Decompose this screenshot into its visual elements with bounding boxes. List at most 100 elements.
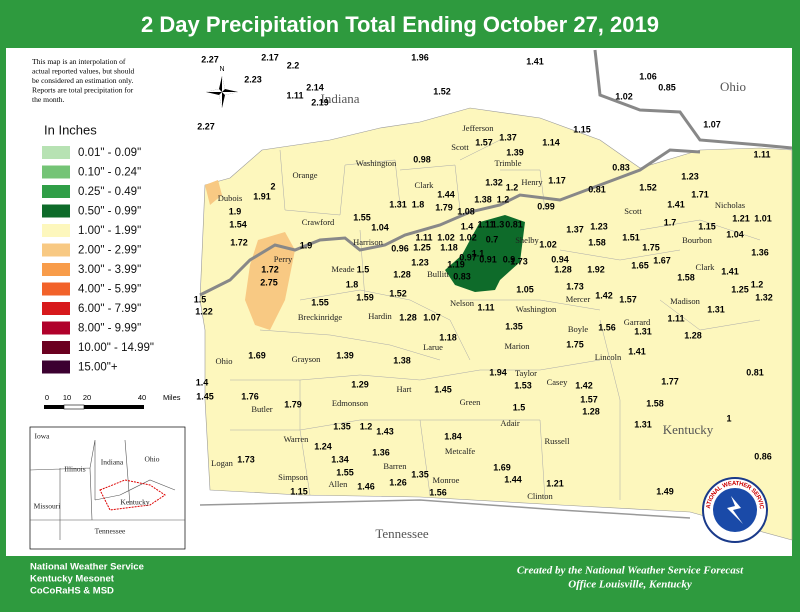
- reading-label: 1.07: [423, 312, 441, 322]
- county-label: Ohio: [216, 356, 233, 366]
- reading-label: 1.29: [351, 379, 369, 389]
- reading-label: 1.57: [619, 294, 637, 304]
- legend-swatch: [42, 282, 70, 296]
- reading-label: 1.8: [412, 199, 425, 209]
- reading-label: 1.84: [444, 431, 462, 441]
- legend-swatch: [42, 204, 70, 218]
- reading-label: 1.02: [437, 232, 455, 242]
- county-label: Trimble: [494, 158, 521, 168]
- reading-label: 1.28: [582, 406, 600, 416]
- county-label: Breckinridge: [298, 312, 343, 322]
- county-label: Boyle: [568, 324, 589, 334]
- county-label: Nelson: [450, 298, 475, 308]
- reading-label: 1.31: [634, 419, 652, 429]
- reading-label: 2.2: [287, 60, 300, 70]
- reading-label: 1.02: [615, 91, 633, 101]
- legend-label: 0.50" - 0.99": [78, 206, 141, 218]
- reading-label: 1.39: [506, 147, 524, 157]
- reading-label: 1.92: [587, 264, 605, 274]
- reading-label: 1.11: [286, 90, 303, 100]
- reading-label: 1.4: [196, 377, 209, 387]
- legend-label: 1.00" - 1.99": [78, 225, 141, 237]
- county-label: Casey: [547, 377, 569, 387]
- reading-label: 0.81: [505, 219, 523, 229]
- reading-label: 1.56: [429, 487, 447, 497]
- reading-label: 1.15: [698, 221, 716, 231]
- reading-label: 0.97: [459, 252, 477, 262]
- county-label: Russell: [544, 436, 570, 446]
- legend-swatch: [42, 185, 70, 198]
- county-label: Warren: [284, 434, 310, 444]
- inset-label: Missouri: [34, 502, 61, 511]
- legend-label: 15.00"+: [78, 362, 118, 374]
- reading-label: 1.32: [485, 177, 503, 187]
- reading-label: 1.01: [754, 213, 772, 223]
- county-label: Grayson: [292, 354, 322, 364]
- reading-label: 1.73: [510, 256, 528, 266]
- reading-label: 1.4: [461, 221, 474, 231]
- reading-label: 1: [726, 413, 731, 423]
- reading-label: 1.49: [656, 486, 674, 496]
- reading-label: 1.91: [253, 191, 271, 201]
- reading-label: 2.17: [261, 52, 279, 62]
- legend: 0.01" - 0.09" 0.10" - 0.24" 0.25" - 0.49" 0…: [42, 146, 154, 374]
- reading-label: 1.06: [639, 71, 657, 81]
- county-label: Logan: [211, 458, 233, 468]
- reading-label: 1.55: [311, 297, 329, 307]
- reading-label: 1.96: [411, 52, 429, 62]
- reading-label: 1.23: [681, 171, 699, 181]
- county-label: Jefferson: [463, 123, 495, 133]
- county-label: Edmonson: [332, 398, 369, 408]
- reading-label: 1.25: [731, 284, 749, 294]
- reading-label: 1.5: [357, 264, 370, 274]
- county-label: Shelby: [515, 235, 539, 245]
- county-label: Marion: [504, 341, 530, 351]
- reading-label: 1.9: [229, 206, 242, 216]
- county-label: Allen: [329, 479, 349, 489]
- reading-label: 1.79: [435, 202, 453, 212]
- legend-label: 6.00" - 7.99": [78, 303, 141, 315]
- note-line: This map is an interpolation of: [32, 57, 126, 66]
- county-label: Scott: [451, 142, 469, 152]
- reading-label: 1.2: [497, 194, 510, 204]
- reading-label: 1.58: [646, 398, 664, 408]
- reading-label: 1.15: [573, 124, 591, 134]
- legend-swatch: [42, 243, 70, 257]
- reading-label: 1.41: [667, 199, 685, 209]
- reading-label: 1.77: [661, 376, 679, 386]
- patch-05in: [445, 215, 525, 292]
- reading-label: 1.07: [703, 119, 721, 129]
- reading-label: 1.44: [504, 474, 522, 484]
- reading-label: 1.08: [457, 206, 475, 216]
- legend-swatch: [42, 302, 70, 315]
- inset-label: Iowa: [35, 432, 51, 441]
- reading-label: 1.42: [575, 380, 593, 390]
- reading-label: 2.27: [197, 121, 215, 131]
- reading-label: 1.34: [331, 454, 349, 464]
- reading-label: 1.54: [229, 219, 247, 229]
- reading-label: 1.57: [580, 394, 598, 404]
- reading-label: 1.38: [393, 355, 411, 365]
- reading-label: 1.51: [622, 232, 640, 242]
- reading-label: 1.52: [639, 182, 657, 192]
- reading-label: 1.52: [389, 288, 407, 298]
- reading-label: 1.72: [230, 237, 248, 247]
- county-label: Hardin: [368, 311, 392, 321]
- reading-label: 1.1: [472, 248, 485, 258]
- county-label: Crawford: [302, 217, 335, 227]
- inset-label: Indiana: [101, 458, 124, 467]
- reading-label: 1.71: [691, 189, 709, 199]
- reading-label: 1.21: [546, 478, 564, 488]
- legend-swatch: [42, 321, 70, 335]
- state-labels: Indiana Ohio Kentucky Tennessee: [321, 79, 746, 541]
- reading-label: 1.75: [566, 339, 584, 349]
- reading-label: 1.11: [415, 232, 432, 242]
- reading-label: 1.69: [493, 462, 511, 472]
- reading-label: 1.36: [372, 447, 390, 457]
- state-label: Indiana: [321, 91, 360, 106]
- county-label: Nicholas: [715, 200, 745, 210]
- reading-label: 1.65: [631, 260, 649, 270]
